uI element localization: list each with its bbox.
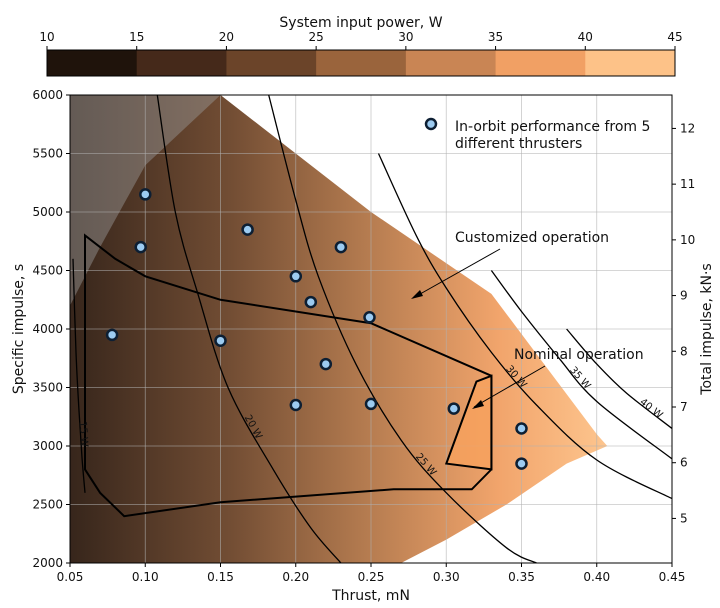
x-tick-label: 0.20 [282,570,309,584]
annotation-customized-arrowhead [411,290,423,299]
y2-axis-label: Total impulse, kN·s [699,263,715,395]
y-tick-label: 5500 [32,147,63,161]
data-point [334,240,348,254]
data-point [139,188,152,201]
x-tick-label: 0.15 [207,570,234,584]
data-point [241,223,254,236]
data-point [134,240,147,254]
data-point [289,270,303,283]
y2-tick-label: 8 [680,344,688,358]
contour-line [268,95,537,563]
colorbar-tick-label: 20 [219,30,234,44]
data-point [515,422,528,435]
colorbar-tick-label: 15 [129,30,144,44]
data-point [319,357,333,371]
colorbar [46,49,676,77]
colorbar-bin-3 [316,50,407,76]
annotation-nominal-arrowhead [472,400,484,409]
colorbar-tick-label: 40 [578,30,593,44]
legend-label: In-orbit performance from 5 different thr… [455,119,650,152]
y2-axis: 5 6 7 8 9 10 11 12 [672,121,695,525]
legend-line-2: different thrusters [455,136,582,152]
grid [70,95,672,563]
y-tick-label: 6000 [32,88,63,102]
x-tick-label: 0.45 [659,570,686,584]
contour-line [72,258,86,493]
colorbar-tick-label: 10 [39,30,54,44]
contour-line [156,95,342,563]
legend-line-1: In-orbit performance from 5 [455,119,650,135]
data-point [214,334,227,347]
power-contours [72,95,672,563]
data-point [304,295,318,309]
customized-operation-boundary [84,233,493,518]
y-tick-label: 2000 [32,556,63,570]
data-point [363,311,376,324]
colorbar-label: System input power, W [279,15,442,31]
colorbar-bin-2 [226,50,317,76]
annotation-nominal-arrow [473,365,546,408]
y2-tick-label: 5 [680,511,688,525]
x-tick-label: 0.10 [132,570,159,584]
data-point [515,457,528,470]
nominal-mask [70,95,221,306]
colorbar-bin-5 [495,50,586,76]
contour-line [377,153,672,500]
x-tick-label: 0.35 [508,570,535,584]
data-point [105,328,119,342]
nominal-operation-region [444,374,493,471]
data-point [289,398,303,412]
y-tick-label: 2500 [32,498,63,512]
x-axis: 0.05 0.10 0.15 0.20 0.25 0.30 0.35 0.40 0.45 [57,563,686,584]
x-tick-label: 0.05 [57,570,84,584]
colorbar-tick-label: 30 [398,30,413,44]
legend: In-orbit performance from 5 different thr… [424,117,650,152]
contour-line [566,328,672,430]
y-axis-label: Specific impulse, s [11,264,27,394]
data-point [447,402,461,415]
y2-tick-label: 7 [680,400,688,414]
x-tick-label: 0.30 [433,570,460,584]
y2-tick-label: 12 [680,121,695,135]
colorbar-frame [46,49,676,77]
x-tick-label: 0.40 [583,570,610,584]
annotation-nominal: Nominal operation [514,347,644,363]
colorbar-bin-1 [136,50,227,76]
colorbar-bin-0 [47,50,138,76]
colorbar-tick-label: 25 [309,30,324,44]
y-tick-label: 5000 [32,205,63,219]
y2-tick-label: 6 [680,456,688,470]
colorbar-bin-4 [405,50,497,76]
y-tick-label: 3000 [32,439,63,453]
data-point [364,397,378,411]
colorbar-ticks: 10 15 20 25 30 35 40 45 [39,30,683,50]
colorbar-bin-6 [585,50,676,76]
legend-marker [424,117,438,131]
x-tick-label: 0.25 [358,570,385,584]
contour-line [490,270,672,460]
x-axis-label: Thrust, mN [331,588,410,604]
y2-tick-label: 9 [680,289,688,303]
annotation-customized-arrow [412,248,501,299]
y-tick-label: 4000 [32,322,63,336]
annotation-customized: Customized operation [455,230,609,246]
y-tick-label: 4500 [32,264,63,278]
in-orbit-points [105,188,528,470]
colorbar-tick-label: 45 [667,30,682,44]
y2-tick-label: 11 [680,177,695,191]
y2-tick-label: 10 [680,233,695,247]
contour-label: 15 W [77,421,90,448]
colorbar-tick-label: 35 [488,30,503,44]
y-tick-label: 3500 [32,381,63,395]
y-axis: 2000 2500 3000 3500 4000 4500 5000 5500 6000 [32,88,70,570]
